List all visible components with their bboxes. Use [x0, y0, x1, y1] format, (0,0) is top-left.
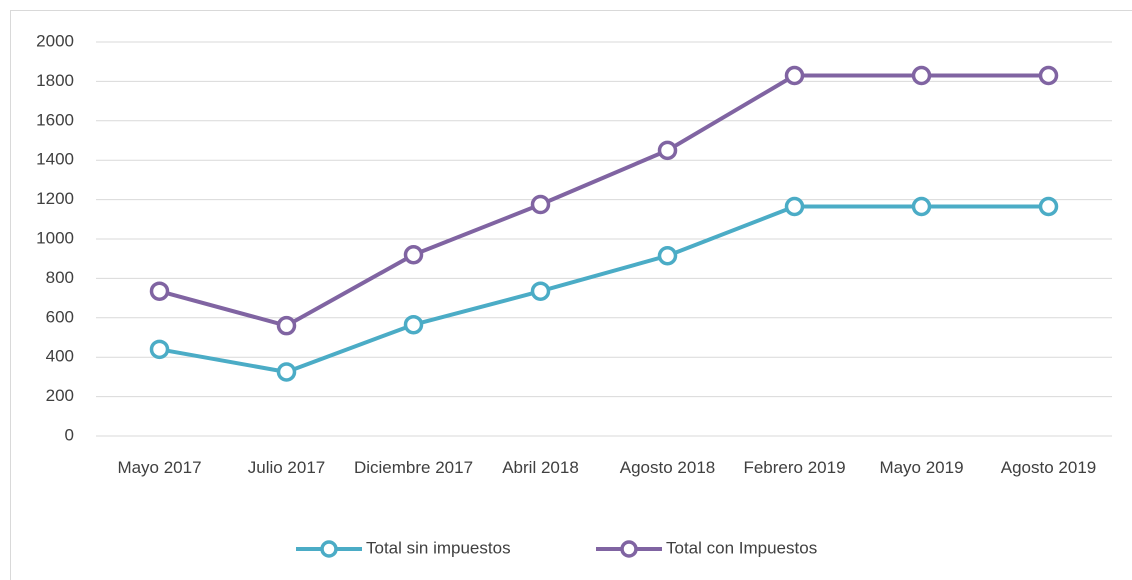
y-tick-label: 1400	[36, 150, 74, 169]
marker	[911, 196, 932, 217]
marker	[276, 315, 297, 336]
legend-marker	[620, 540, 638, 558]
marker	[657, 245, 678, 266]
marker	[403, 245, 424, 265]
marker	[530, 194, 551, 215]
x-tick-label: Mayo 2019	[879, 458, 964, 477]
series-line	[158, 73, 1049, 328]
y-tick-label: 1000	[36, 228, 74, 247]
legend-marker	[320, 540, 338, 558]
marker	[1038, 65, 1059, 86]
marker	[657, 140, 678, 161]
y-tick-label: 2000	[36, 31, 74, 50]
y-tick-label: 400	[46, 347, 74, 366]
marker	[911, 65, 932, 86]
y-tick-label: 1800	[36, 71, 74, 90]
y-tick-label: 1200	[36, 189, 74, 208]
marker	[149, 339, 170, 360]
y-tick-label: 1600	[36, 110, 74, 129]
x-tick-label: Mayo 2017	[117, 458, 202, 477]
legend-label: Total con Impuestos	[666, 538, 817, 557]
marker	[530, 281, 551, 301]
x-tick-label: Agosto 2018	[619, 458, 716, 477]
legend-label: Total sin impuestos	[366, 538, 511, 557]
x-tick-label: Febrero 2019	[743, 458, 846, 477]
marker	[149, 281, 170, 301]
x-tick-label: Diciembre 2017	[353, 458, 474, 477]
x-tick-label: Abril 2018	[502, 458, 579, 477]
y-tick-label: 600	[46, 307, 74, 326]
chart-border	[10, 10, 1132, 580]
y-tick-label: 800	[46, 268, 74, 287]
marker	[403, 314, 424, 335]
x-tick-label: Julio 2017	[247, 458, 326, 477]
marker	[784, 65, 805, 86]
marker	[1038, 196, 1059, 217]
marker	[276, 362, 297, 382]
marker	[784, 196, 805, 217]
x-tick-label: Agosto 2019	[1000, 458, 1097, 477]
y-tick-label: 0	[65, 425, 74, 444]
series-line	[159, 204, 1049, 374]
y-tick-label: 200	[46, 386, 74, 405]
